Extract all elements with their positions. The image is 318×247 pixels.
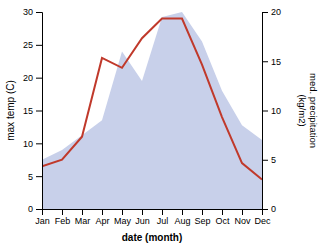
y2-axis: 0 5 10 15 20 (262, 7, 281, 214)
tick-mark (36, 12, 42, 13)
tick-mark (162, 209, 163, 215)
tick-label: Aug (174, 216, 190, 226)
tick: Apr (95, 209, 109, 226)
tick-label: Jan (35, 216, 50, 226)
tick-label: 20 (271, 7, 281, 17)
tick: 5 (262, 155, 276, 165)
tick-label: 10 (271, 106, 281, 116)
tick-label: 5 (271, 155, 276, 165)
axis-line (36, 13, 43, 210)
tick-mark (36, 209, 42, 210)
line (42, 19, 262, 180)
tick: 25 (23, 40, 42, 50)
tick-label: Jun (135, 216, 150, 226)
tick: Jan (35, 209, 50, 226)
tick-mark (262, 61, 268, 62)
tick: Oct (215, 209, 230, 226)
tick-mark (62, 209, 63, 215)
tick: Feb (55, 209, 71, 226)
tick: 0 (262, 204, 276, 214)
plot-area (42, 12, 262, 209)
tick: Mar (75, 209, 91, 226)
tick-label: 5 (28, 172, 33, 182)
tick-label: Mar (75, 216, 91, 226)
tick: 20 (23, 73, 42, 83)
tick: 10 (23, 139, 42, 149)
tick-mark (36, 45, 42, 46)
tick-label: Nov (234, 216, 251, 226)
tick-mark (262, 209, 268, 210)
tick-mark (262, 12, 268, 13)
tick-label: Dec (254, 216, 271, 226)
tick-mark (36, 78, 42, 79)
tick-mark (82, 209, 83, 215)
title-line: med. precipitation (308, 73, 318, 148)
tick: Nov (234, 209, 251, 226)
tick: Dec (254, 209, 271, 226)
tick-label: Feb (55, 216, 71, 226)
tick: 5 (28, 172, 42, 182)
tick-mark (122, 209, 123, 215)
tick-label: 20 (23, 73, 33, 83)
tick-mark (36, 111, 42, 112)
tick-label: 15 (271, 57, 281, 67)
tick-label: 25 (23, 40, 33, 50)
x-axis: Jan Feb Mar Apr MayJun Jul Aug Sep Oct NovDec (35, 209, 271, 226)
tick: May (114, 209, 132, 226)
tick-label: Jul (157, 216, 169, 226)
y-axis-title: max temp (C) (5, 80, 16, 141)
tick-label: Apr (95, 216, 109, 226)
tick-label: Sep (194, 216, 210, 226)
tick-label: 0 (271, 204, 276, 214)
tick-mark (262, 160, 268, 161)
tick-mark (182, 209, 183, 215)
axis-line (43, 210, 263, 216)
x-axis-title: date (month) (122, 232, 183, 243)
tick: Aug (174, 209, 190, 226)
tick: 10 (262, 106, 281, 116)
tick-label: Oct (215, 216, 230, 226)
tick-label: 15 (23, 106, 33, 116)
tick-mark (222, 209, 223, 215)
tick: 15 (262, 57, 281, 67)
tick-mark (36, 143, 42, 144)
y2-axis-title: med. precipitation(kg/m2) (297, 73, 318, 148)
y-axis: 0 5 10 15 20 25 30 (23, 7, 43, 214)
tick-mark (142, 209, 143, 215)
axis-line (263, 13, 269, 210)
tick: Jul (157, 209, 169, 226)
tick: Jun (135, 209, 150, 226)
tick-label: 30 (23, 7, 33, 17)
tick-label: 10 (23, 139, 33, 149)
tick-label: May (114, 216, 132, 226)
title-line: (kg/m2) (297, 94, 308, 126)
tick-mark (262, 111, 268, 112)
tick-mark (242, 209, 243, 215)
tick-mark (202, 209, 203, 215)
tick: 20 (262, 7, 281, 17)
tick: 0 (28, 204, 42, 214)
tick: 30 (23, 7, 42, 17)
tick: 15 (23, 106, 42, 116)
tick: Sep (194, 209, 210, 226)
area (42, 12, 262, 209)
tick-mark (102, 209, 103, 215)
tick-label: 0 (28, 204, 33, 214)
chart: JanFebMarAprMayJunJulAugSepOctNovDec0510… (0, 0, 318, 247)
tick-mark (36, 176, 42, 177)
